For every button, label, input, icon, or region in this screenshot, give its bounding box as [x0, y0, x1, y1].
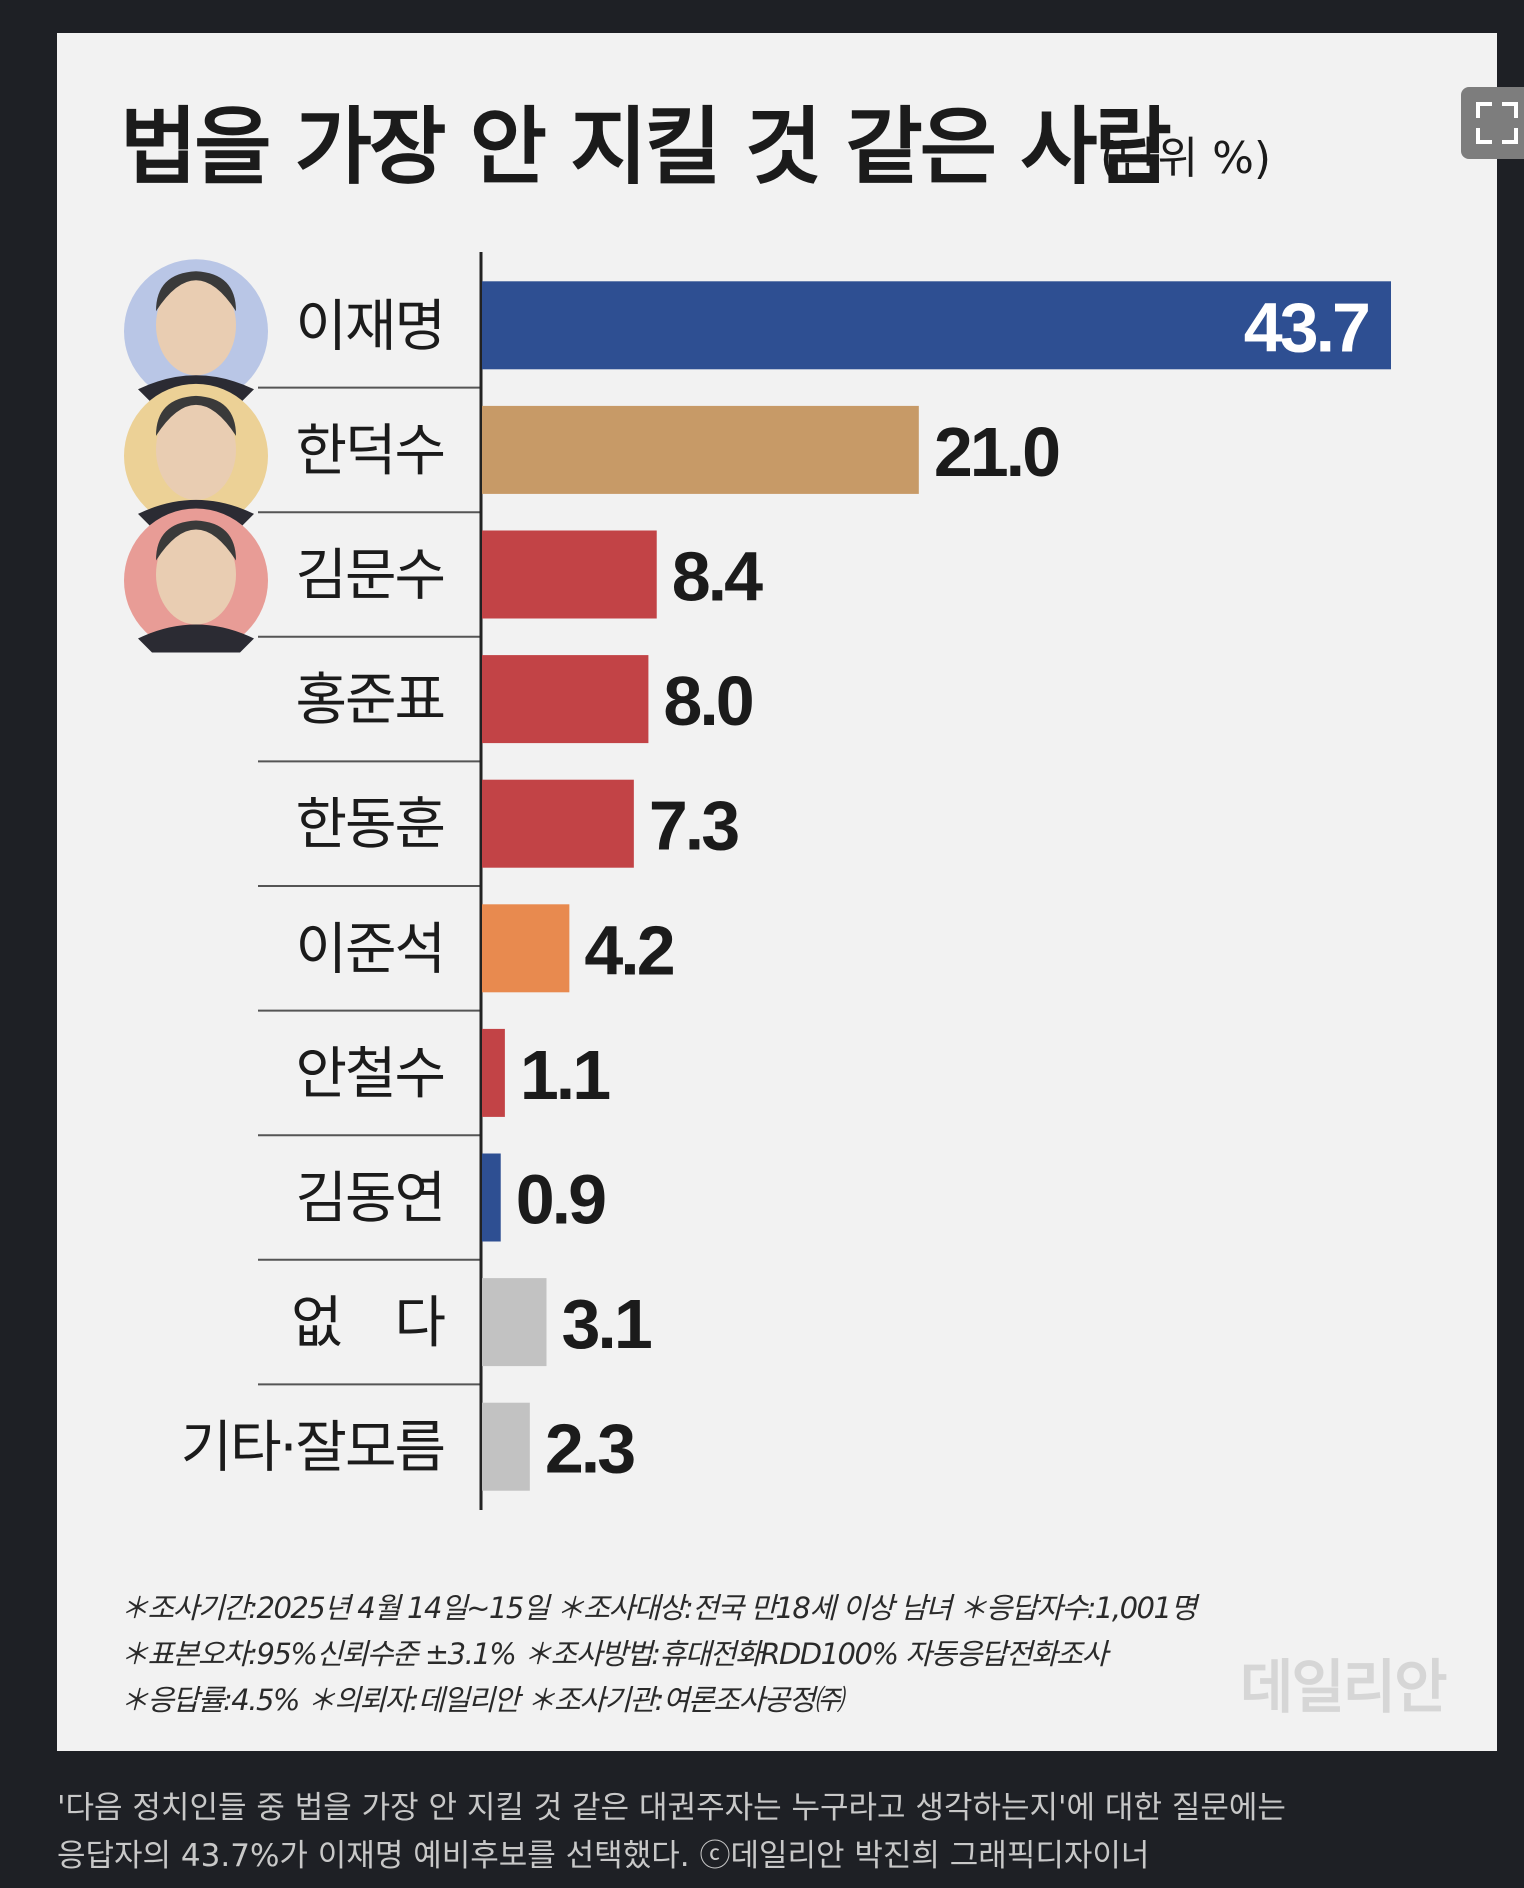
- category-label: 한덕수: [295, 419, 444, 484]
- survey-notes-line-3: ＊응답률:4.5% ＊의뢰자:데일리안 ＊조사기관:여론조사공정㈜: [120, 1683, 843, 1717]
- bar-3: [482, 530, 657, 619]
- chart-title: 법을 가장 안 지킬 것 같은 사람: [120, 98, 1172, 196]
- hair-shape: [156, 395, 236, 436]
- survey-notes-line-2: ＊표본오차:95%신뢰수준 ±3.1% ＊조사방법:휴대전화RDD100% 자동…: [120, 1637, 1108, 1671]
- face-shape: [156, 399, 236, 500]
- category-label: 한동훈: [295, 793, 444, 858]
- value-label: 1.1: [520, 1036, 609, 1114]
- face-shape: [156, 524, 236, 625]
- category-label: 이재명: [295, 294, 444, 359]
- unit-label: (단위 %): [1100, 133, 1272, 184]
- category-label: 안철수: [295, 1042, 444, 1107]
- bar-2: [482, 405, 919, 494]
- caption-line-1: '다음 정치인들 중 법을 가장 안 지킬 것 같은 대권주자는 누구라고 생각…: [57, 1790, 1286, 1826]
- face-shape: [156, 275, 236, 376]
- bar-1: [482, 281, 1391, 370]
- bar-7: [482, 1028, 505, 1117]
- value-label: 43.7: [1244, 288, 1368, 366]
- category-label: 이준석: [295, 917, 444, 982]
- value-label: 4.2: [584, 911, 673, 989]
- expand-button[interactable]: [1461, 87, 1524, 159]
- bar-10: [482, 1402, 530, 1491]
- survey-notes-line-1: ＊조사기간:2025년 4월 14일~15일 ＊조사대상:전국 만18세 이상 …: [120, 1591, 1197, 1625]
- watermark-logo: 데일리안: [1240, 1653, 1447, 1721]
- value-label: 21.0: [934, 413, 1059, 491]
- value-label: 2.3: [545, 1410, 634, 1488]
- suit-shape: [138, 624, 254, 653]
- bar-5: [482, 779, 634, 868]
- category-label: 김동연: [295, 1167, 444, 1232]
- bar-6: [482, 904, 570, 993]
- value-label: 8.0: [663, 662, 752, 740]
- value-label: 8.4: [672, 538, 763, 616]
- fullscreen-icon: [1476, 102, 1518, 144]
- category-label: 홍준표: [295, 668, 444, 733]
- caption-line-2: 응답자의 43.7%가 이재명 예비후보를 선택했다. ⓒ데일리안 박진희 그래…: [57, 1838, 1150, 1874]
- hair-shape: [156, 520, 236, 561]
- value-label: 7.3: [649, 787, 738, 865]
- bar-4: [482, 655, 649, 744]
- bar-8: [482, 1153, 501, 1242]
- value-label: 0.9: [516, 1161, 605, 1239]
- hair-shape: [156, 271, 236, 312]
- bar-9: [482, 1278, 547, 1367]
- category-label: 기타·잘모름: [181, 1416, 444, 1481]
- category-label: 김문수: [295, 544, 444, 609]
- category-label: 없 다: [291, 1291, 445, 1356]
- value-label: 3.1: [561, 1285, 650, 1363]
